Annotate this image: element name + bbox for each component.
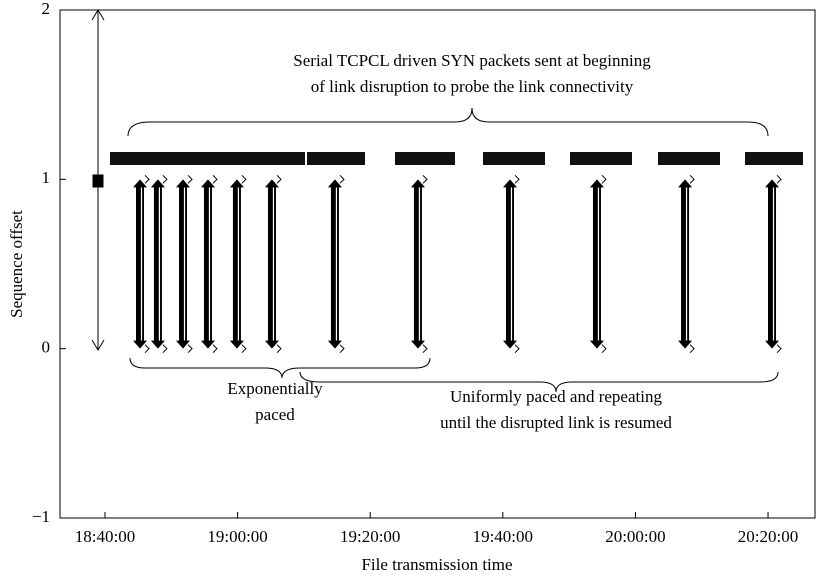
- packet-ack: [187, 344, 193, 354]
- packet: [153, 185, 162, 343]
- packet-ack: [514, 174, 520, 184]
- packet-ack: [212, 344, 218, 354]
- packet: [413, 185, 422, 343]
- x-tick-label: 19:40:00: [473, 527, 533, 546]
- packet-ack: [162, 344, 168, 354]
- packet-ack: [689, 344, 695, 354]
- packet-ack: [422, 174, 428, 184]
- plot-frame: [59, 9, 816, 519]
- packet-head: [229, 179, 244, 188]
- packet-head: [410, 179, 425, 188]
- x-tick-label: 19:20:00: [340, 527, 400, 546]
- packet-head: [502, 340, 517, 349]
- initial-marker: [91, 9, 105, 351]
- x-tick-label: 18:40:00: [75, 527, 135, 546]
- packet-head: [200, 179, 215, 188]
- header-band: [110, 152, 803, 165]
- packet-ack: [276, 344, 282, 354]
- annotation: paced: [255, 405, 295, 424]
- packet-ack: [144, 344, 150, 354]
- y-axis-label: Sequence offset: [7, 210, 26, 318]
- packet-ack: [339, 344, 345, 354]
- packet-head: [264, 340, 279, 349]
- packet-ack: [601, 344, 607, 354]
- x-axis-label: File transmission time: [361, 555, 512, 574]
- packet-head: [589, 179, 604, 188]
- packet-ack: [212, 174, 218, 184]
- packet-head: [410, 340, 425, 349]
- packet-head: [327, 179, 342, 188]
- packet-head: [678, 179, 693, 188]
- packet-ack: [689, 174, 695, 184]
- packet-head: [327, 340, 342, 349]
- packet: [203, 185, 212, 343]
- packet-ack: [144, 174, 150, 184]
- annotation: of link disruption to probe the link con…: [311, 77, 634, 96]
- packet-head: [678, 340, 693, 349]
- packet-head: [765, 179, 780, 188]
- packet-head: [589, 340, 604, 349]
- packet-ack: [601, 174, 607, 184]
- packet-head: [133, 179, 148, 188]
- packet: [267, 185, 276, 343]
- packet-ack: [162, 174, 168, 184]
- packet-head: [765, 340, 780, 349]
- x-tick-label: 19:00:00: [207, 527, 267, 546]
- packet: [681, 185, 690, 343]
- packet-ack: [776, 344, 782, 354]
- packet-ack: [422, 344, 428, 354]
- packet-head: [502, 179, 517, 188]
- packet-ack: [776, 174, 782, 184]
- y-tick-label: 1: [42, 168, 51, 187]
- packet: [232, 185, 241, 343]
- packet-ack: [187, 174, 193, 184]
- annotation: Serial TCPCL driven SYN packets sent at …: [293, 51, 651, 70]
- packet-head: [175, 340, 190, 349]
- packet-ack: [339, 174, 345, 184]
- packet: [330, 185, 339, 343]
- packet-ack: [241, 344, 247, 354]
- packet-head: [150, 340, 165, 349]
- packet-head: [133, 340, 148, 349]
- packet-ack: [276, 174, 282, 184]
- packet-head: [200, 340, 215, 349]
- packet: [505, 185, 514, 343]
- packet-ack: [514, 344, 520, 354]
- annotation: Exponentially: [227, 379, 323, 398]
- annotation: until the disrupted link is resumed: [440, 413, 672, 432]
- x-tick-label: 20:20:00: [738, 527, 798, 546]
- packet-head: [264, 179, 279, 188]
- packet-head: [175, 179, 190, 188]
- x-tick-label: 20:00:00: [605, 527, 665, 546]
- y-tick-label: 0: [42, 338, 51, 357]
- y-tick-label: 2: [42, 0, 51, 18]
- braces: [127, 107, 779, 393]
- packet: [768, 185, 777, 343]
- annotation: Uniformly paced and repeating: [450, 387, 662, 406]
- packet: [178, 185, 187, 343]
- packet: [592, 185, 601, 343]
- packet-ack: [241, 174, 247, 184]
- y-tick-label: −1: [32, 507, 50, 526]
- packet-head: [229, 340, 244, 349]
- packet-head: [150, 179, 165, 188]
- packet: [136, 185, 145, 343]
